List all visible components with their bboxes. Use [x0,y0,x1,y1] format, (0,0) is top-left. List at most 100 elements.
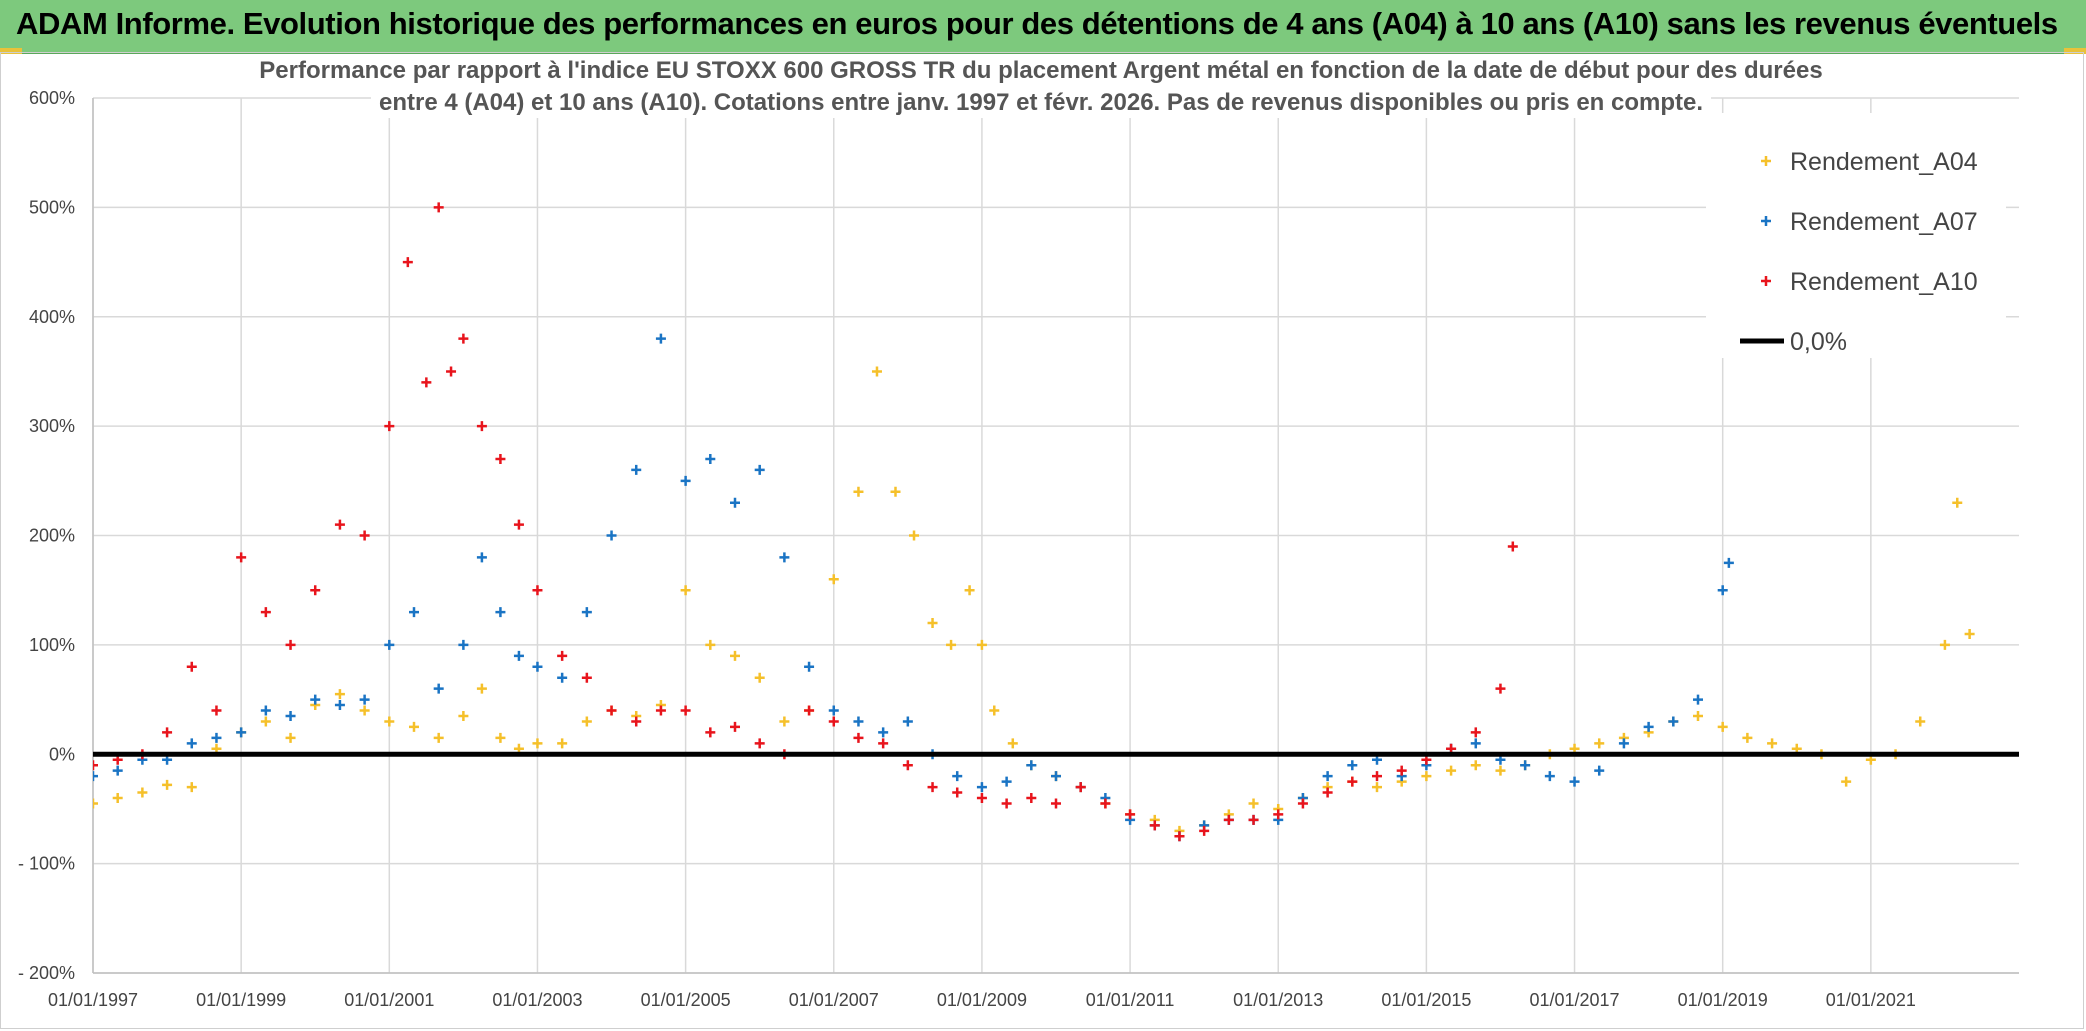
data-point [754,672,765,683]
data-point [989,705,1000,716]
data-point [359,705,370,716]
y-tick-label: 500% [29,197,75,217]
data-point [655,333,666,344]
data-point [705,727,716,738]
data-point [409,607,419,618]
data-point [1495,765,1506,776]
data-point [779,716,790,727]
data-point [730,650,740,661]
data-point [927,782,938,793]
data-point [1470,727,1481,738]
data-point [1594,765,1605,776]
data-point [1051,771,1061,782]
data-point [384,639,395,650]
data-point [1273,809,1284,820]
data-point [112,793,123,803]
x-tick-label: 01/01/2015 [1381,990,1471,1010]
data-point [1569,776,1580,787]
data-point [1544,771,1555,782]
data-point [976,793,987,803]
legend-marker [1761,156,1771,166]
y-tick-label: 100% [29,635,75,655]
data-point [754,738,765,749]
data-point [162,727,173,738]
data-point [952,771,963,782]
data-point [730,497,740,508]
data-point [334,689,345,700]
data-point [828,574,839,585]
data-point [730,721,740,732]
data-point [1594,738,1605,749]
legend-label: 0,0% [1790,328,1847,356]
data-point [1915,716,1926,727]
y-tick-label: 0% [49,744,75,764]
data-point [557,650,568,661]
x-tick-label: 01/01/2005 [641,990,731,1010]
data-point [359,530,370,541]
data-point [310,585,321,596]
data-point [1007,738,1018,749]
data-point [1372,771,1382,782]
page-title: ADAM Informe. Evolution historique des p… [16,6,2058,41]
data-point [334,519,345,530]
header-banner: ADAM Informe. Evolution historique des p… [0,0,2086,54]
x-tick-label: 01/01/2001 [344,990,434,1010]
data-point [409,721,419,732]
x-tick-label: 01/01/2017 [1529,990,1619,1010]
data-point [1199,825,1210,836]
data-point [705,639,716,650]
data-point [137,787,148,798]
data-point [162,779,173,790]
data-point [705,453,716,464]
x-tick-label: 01/01/2009 [937,990,1027,1010]
data-point [1347,776,1358,787]
data-point [853,486,864,497]
y-tick-label: 200% [29,526,75,546]
data-point [495,732,506,743]
data-point [1322,771,1333,782]
legend-label: Rendement_A10 [1790,268,1978,296]
data-point [1149,820,1160,831]
data-point [927,618,938,628]
data-point [1964,628,1975,639]
data-point [1693,710,1703,721]
data-point [680,585,691,596]
data-point [853,732,864,743]
x-tick-label: 01/01/2021 [1826,990,1916,1010]
data-point [1939,639,1950,650]
data-point [976,782,987,793]
data-point [260,705,271,716]
data-point [804,705,815,716]
x-tick-label: 01/01/1999 [196,990,286,1010]
data-point [557,672,568,683]
data-point [433,683,444,694]
data-point [1470,738,1481,749]
legend-label: Rendement_A07 [1790,208,1978,236]
banner-accent-right [2064,48,2086,54]
data-point [1248,798,1259,809]
data-point [853,716,864,727]
data-point [93,771,98,782]
data-point [211,732,222,743]
data-point [680,705,691,716]
data-point [1446,765,1457,776]
data-point [779,552,790,563]
data-point [890,486,901,497]
legend-marker [1761,216,1771,226]
data-point [1717,585,1728,596]
data-point [976,639,987,650]
data-point [1767,738,1778,749]
data-point [421,377,432,388]
data-point [1952,497,1963,508]
data-point [1347,760,1358,771]
data-point [1668,716,1679,727]
data-point [909,530,920,541]
data-point [581,672,592,683]
data-point [532,661,543,672]
data-point [952,787,963,798]
data-point [513,650,524,661]
data-point [557,738,568,749]
data-point [606,705,617,716]
data-point [1075,782,1086,793]
data-point [581,607,592,618]
